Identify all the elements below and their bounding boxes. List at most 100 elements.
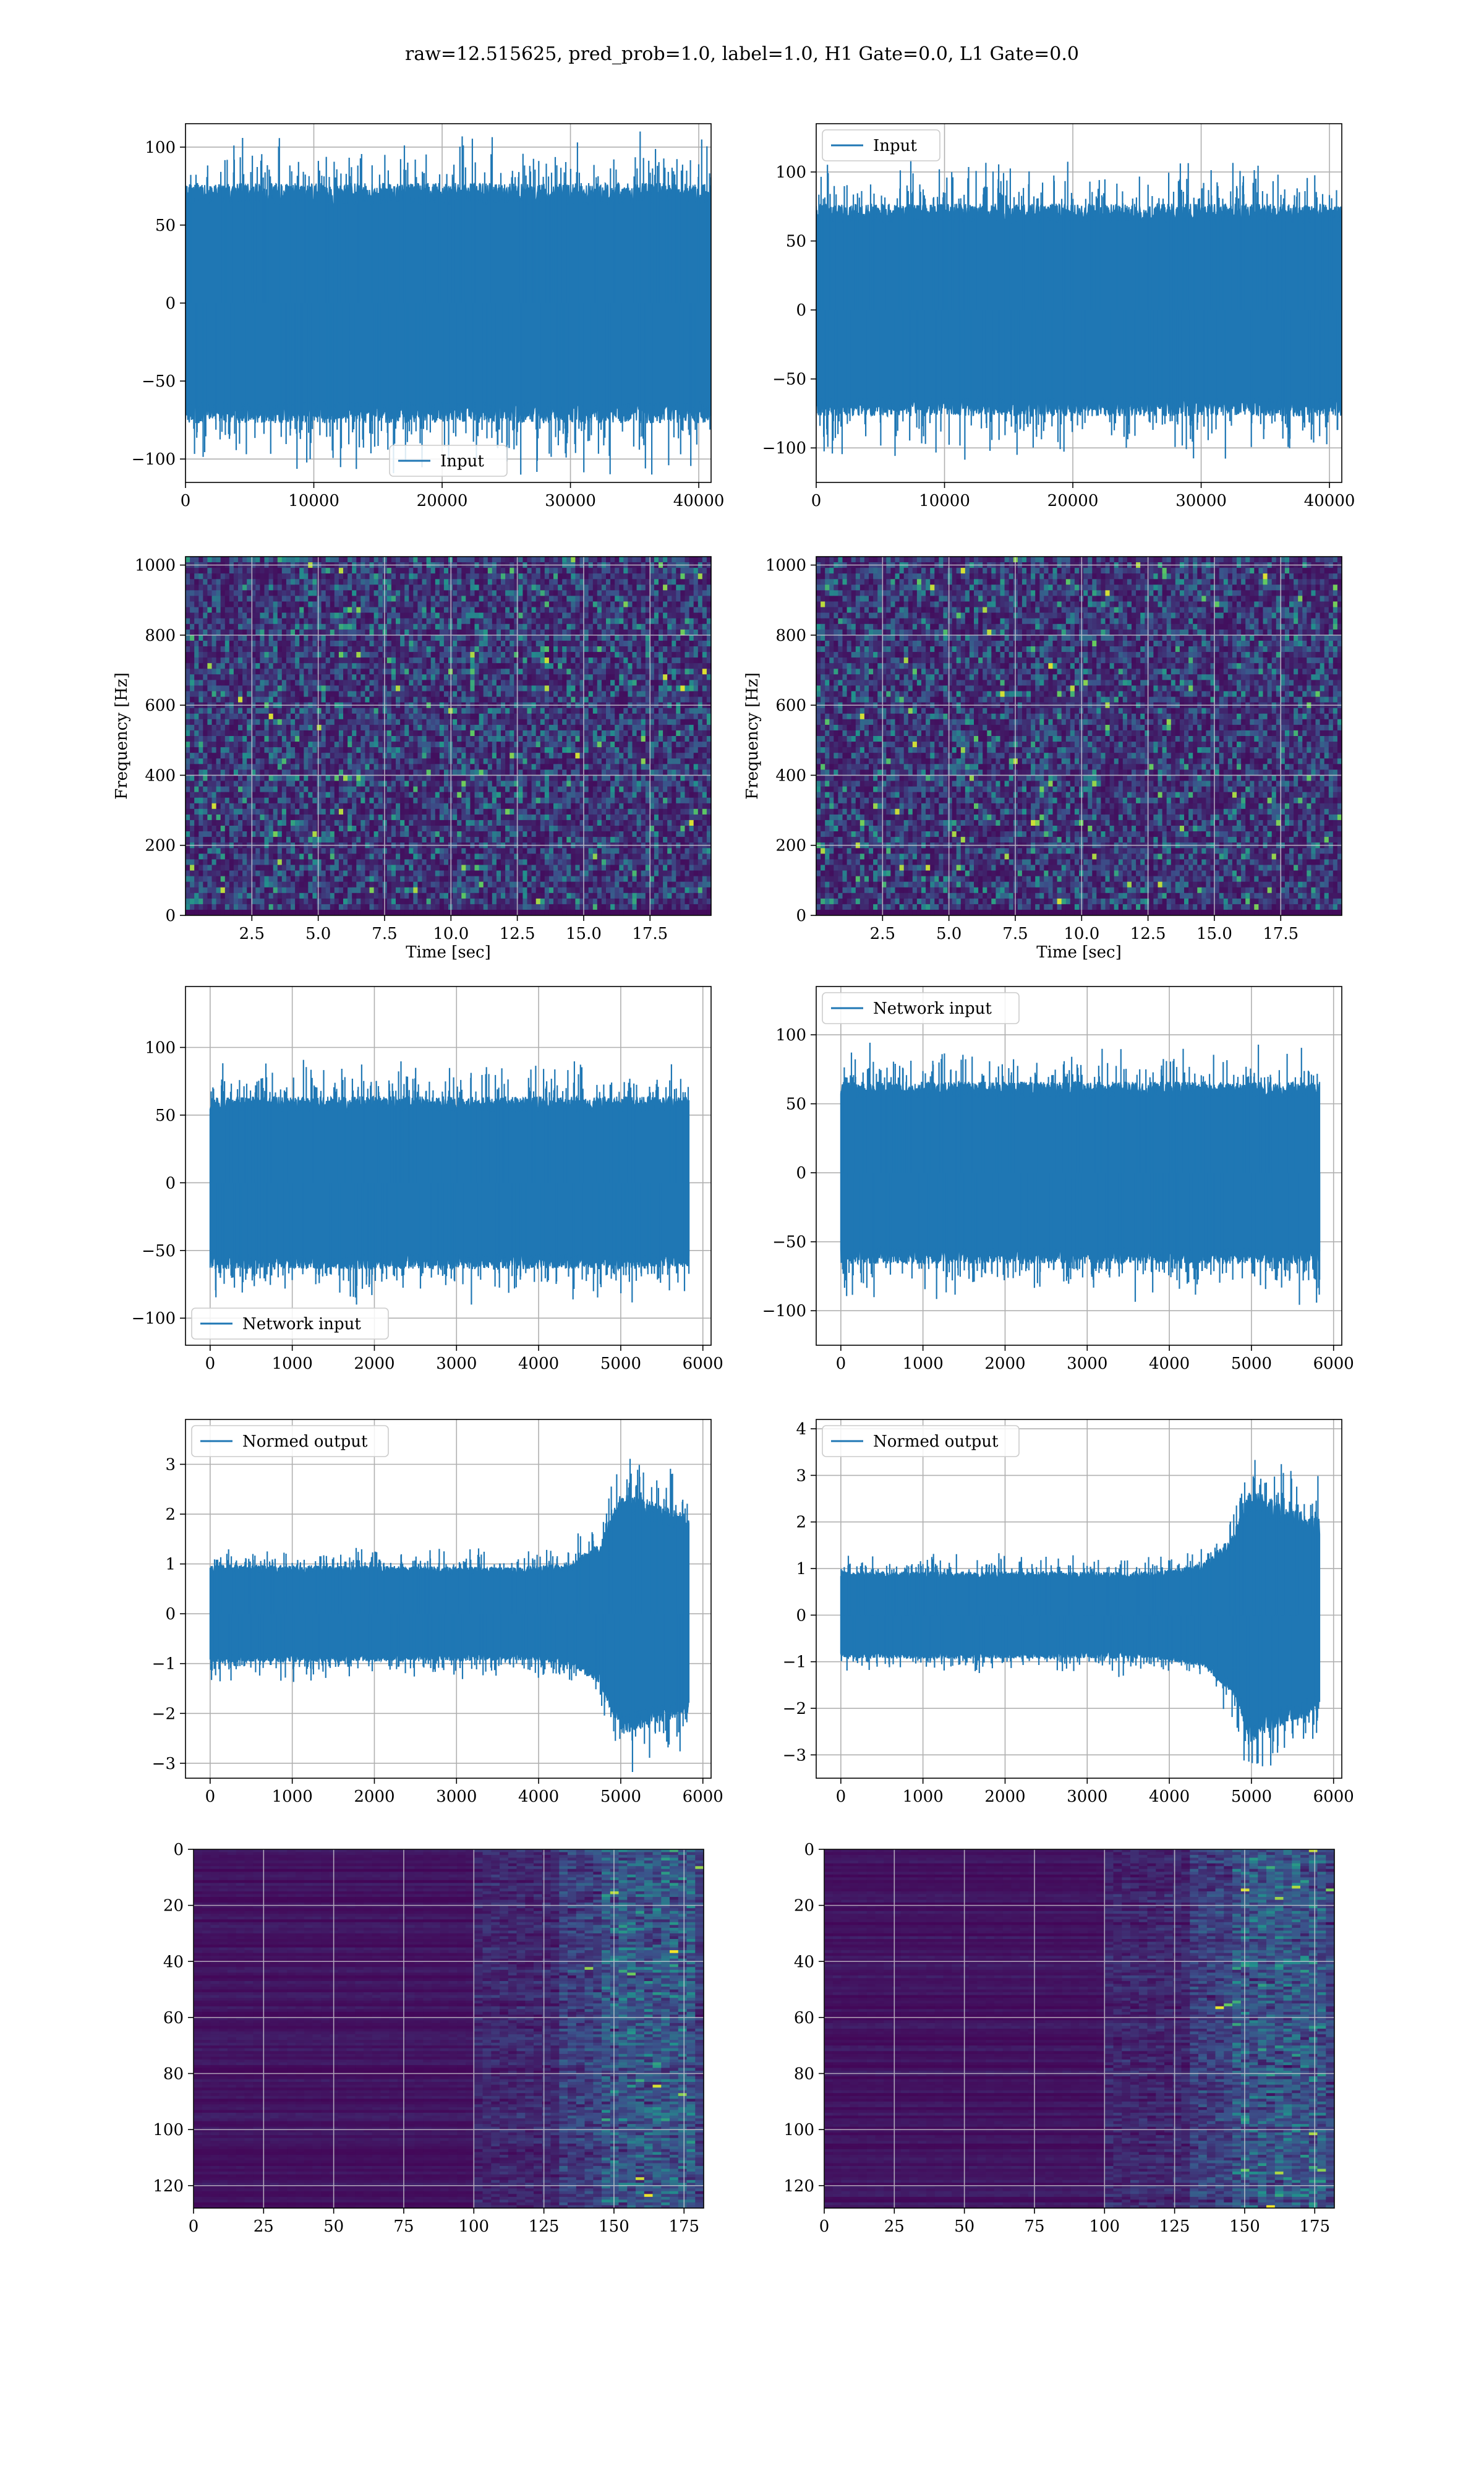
y-tick-label: 100 xyxy=(775,1026,806,1045)
x-tick-label: 2.5 xyxy=(870,925,895,943)
y-tick-label: 400 xyxy=(145,766,176,785)
y-tick-label: 200 xyxy=(145,837,176,855)
x-tick-label: 6000 xyxy=(1313,1355,1354,1373)
x-tick-label: 25 xyxy=(884,2217,905,2236)
y-tick-label: 100 xyxy=(145,1038,176,1057)
y-tick-label: 800 xyxy=(775,627,806,645)
grid xyxy=(186,557,711,915)
heatmap-cells xyxy=(824,1849,1334,2208)
x-tick-label: 17.5 xyxy=(632,925,668,943)
y-tick-label: −50 xyxy=(772,1233,806,1252)
legend: Network input xyxy=(822,992,1020,1024)
y-tick-label: 0 xyxy=(796,301,806,320)
plot-area xyxy=(186,124,711,482)
legend-label: Input xyxy=(873,137,917,155)
legend: Input xyxy=(822,129,940,161)
y-tick-label: 600 xyxy=(145,696,176,715)
y-tick-label: 40 xyxy=(163,1953,184,1971)
series-spikes xyxy=(210,1059,690,1305)
y-tick-label: 1 xyxy=(796,1560,806,1578)
x-tick-label: 5000 xyxy=(600,1787,641,1806)
x-tick-label: 17.5 xyxy=(1263,925,1298,943)
legend-label: Network input xyxy=(242,1315,361,1333)
chart-l1-network-input: 0 1000 2000 3000 4000 5000 6000 −100 −50 0 50 100 Ne… xyxy=(762,986,1354,1373)
plot-area xyxy=(194,1849,704,2208)
y-tick-label: 50 xyxy=(155,216,176,235)
axes-frame xyxy=(824,1849,1335,2209)
legend-box xyxy=(822,129,940,161)
y-tick-label: 2 xyxy=(165,1505,176,1524)
y-tick-label: 1000 xyxy=(135,557,176,575)
chart-h1-spectrogram: 2.5 5.0 7.5 10.0 12.5 15.0 17.5 0 200 400 600 800 10… xyxy=(113,556,712,962)
y-tick-label: 80 xyxy=(163,2065,184,2084)
y-tick-label: 4 xyxy=(796,1420,806,1439)
heatmap-cells xyxy=(816,557,1342,915)
chart-h1-normed-output: 0 1000 2000 3000 4000 5000 6000 −3 −2 −1 0 1 2 3 Norme… xyxy=(152,1419,723,1806)
heatmap-cells xyxy=(186,557,711,915)
y-tick-label: 3 xyxy=(165,1456,176,1475)
x-tick-label: 125 xyxy=(1159,2217,1190,2236)
series-spikes xyxy=(210,1458,688,1772)
chart-h1-input: 0 10000 20000 30000 40000 −100 −50 0 50 100 Input xyxy=(132,123,725,510)
x-tick-label: 5.0 xyxy=(936,925,962,943)
x-tick-label: 3000 xyxy=(436,1787,477,1806)
plot-area xyxy=(816,987,1342,1345)
grid xyxy=(816,557,1342,915)
x-tick-label: 40000 xyxy=(673,492,725,510)
grid xyxy=(824,1849,1334,2208)
x-tick-label: 0 xyxy=(836,1355,846,1373)
x-tick-label: 40000 xyxy=(1304,492,1355,510)
y-tick-label: 80 xyxy=(794,2065,814,2084)
y-tick-label: 50 xyxy=(786,233,806,251)
plot-area xyxy=(816,1419,1342,1778)
x-tick-label: 25 xyxy=(254,2217,274,2236)
y-tick-label: −50 xyxy=(772,370,806,389)
y-tick-label: 0 xyxy=(804,1841,814,1859)
x-tick-label: 15.0 xyxy=(566,925,602,943)
y-tick-label: 200 xyxy=(775,837,806,855)
x-tick-label: 3000 xyxy=(1067,1355,1107,1373)
y-tick-label: 1000 xyxy=(765,557,806,575)
y-tick-label: 100 xyxy=(153,2121,184,2139)
x-tick-label: 2000 xyxy=(354,1787,394,1806)
y-tick-label: 0 xyxy=(173,1841,184,1859)
x-tick-label: 4000 xyxy=(518,1787,559,1806)
y-tick-label: 60 xyxy=(794,2009,814,2027)
x-tick-label: 30000 xyxy=(1175,492,1227,510)
x-tick-label: 10.0 xyxy=(433,925,469,943)
y-tick-label: 400 xyxy=(775,766,806,785)
x-tick-label: 7.5 xyxy=(1002,925,1028,943)
x-tick-label: 3000 xyxy=(1067,1787,1107,1806)
y-tick-label: 100 xyxy=(775,163,806,182)
x-tick-label: 5000 xyxy=(1231,1787,1272,1806)
legend-box xyxy=(389,445,508,477)
x-tick-label: 175 xyxy=(668,2217,699,2236)
x-tick-label: 75 xyxy=(1024,2217,1044,2236)
legend-label: Network input xyxy=(873,999,992,1018)
x-tick-label: 125 xyxy=(529,2217,560,2236)
y-tick-label: 100 xyxy=(783,2121,814,2139)
x-tick-label: 0 xyxy=(811,492,822,510)
x-tick-label: 5000 xyxy=(600,1355,641,1373)
legend-label: Normed output xyxy=(873,1432,999,1451)
y-tick-label: 0 xyxy=(796,1606,806,1625)
plot-area xyxy=(816,124,1342,482)
y-tick-label: −3 xyxy=(783,1746,806,1765)
x-tick-label: 4000 xyxy=(518,1355,559,1373)
chart-h1-feature-map: 0 25 50 75 100 125 150 175 0 20 40 60 80 100 120 xyxy=(153,1841,704,2236)
y-tick-label: 3 xyxy=(796,1466,806,1485)
legend-box xyxy=(191,1308,389,1340)
chart-l1-input: 0 10000 20000 30000 40000 −100 −50 0 50 100 Input xyxy=(762,123,1355,510)
series-spikes xyxy=(190,131,711,475)
y-tick-label: 20 xyxy=(794,1897,814,1915)
x-tick-label: 10.0 xyxy=(1064,925,1099,943)
plot-area xyxy=(186,987,711,1345)
x-tick-label: 4000 xyxy=(1149,1355,1190,1373)
x-axis-label: Time [sec] xyxy=(1036,943,1122,962)
x-tick-label: 0 xyxy=(819,2217,830,2236)
x-tick-label: 6000 xyxy=(683,1355,723,1373)
plot-area xyxy=(186,557,711,915)
y-tick-label: 20 xyxy=(163,1897,184,1915)
x-tick-label: 6000 xyxy=(1313,1787,1354,1806)
